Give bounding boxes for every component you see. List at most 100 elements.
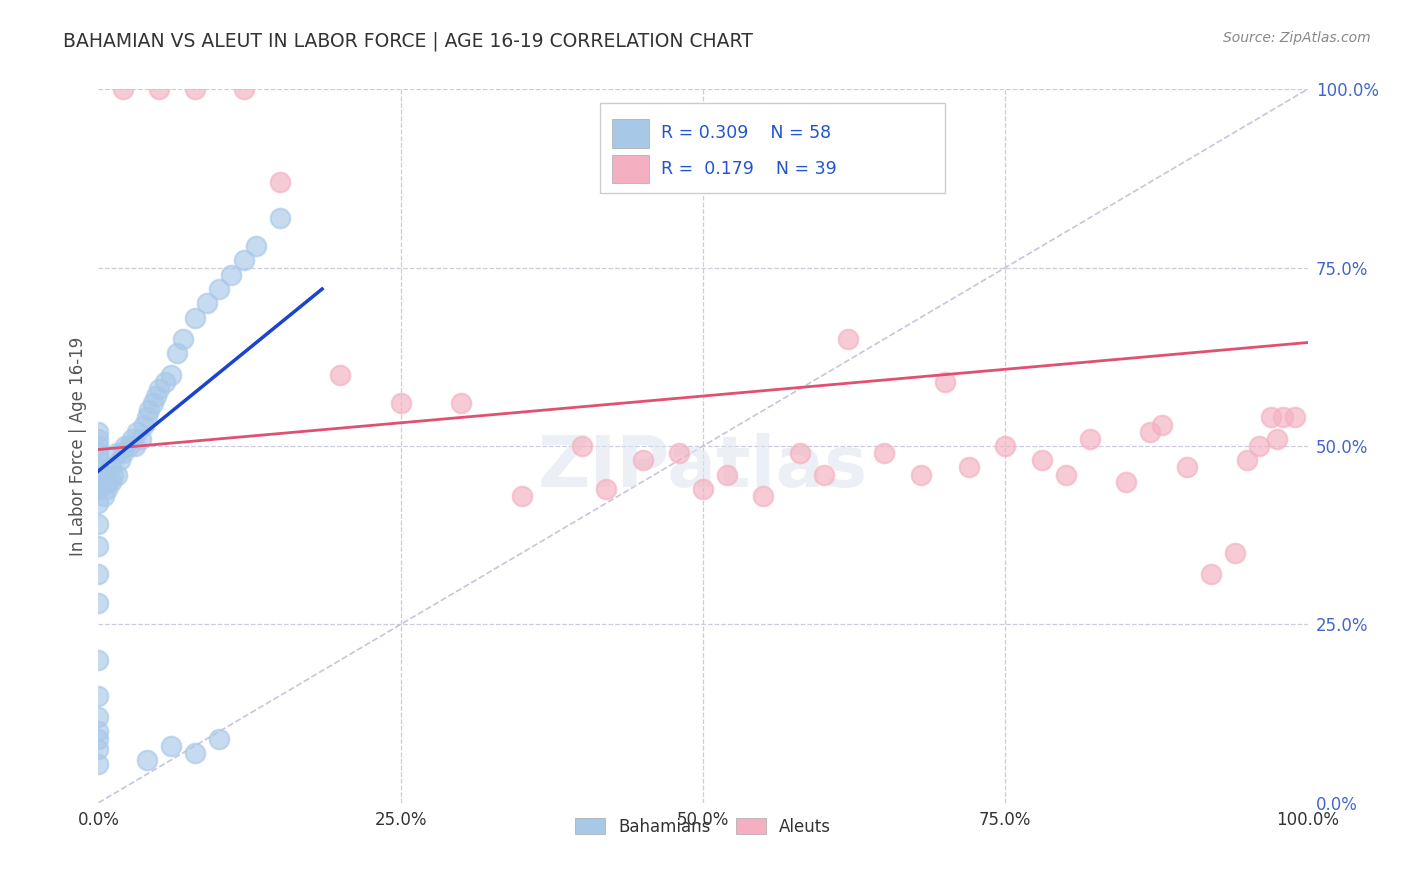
Point <box>1115 475 1137 489</box>
Legend: Bahamians, Aleuts: Bahamians, Aleuts <box>567 810 839 845</box>
Point <box>148 82 170 96</box>
Point <box>813 467 835 482</box>
Point <box>184 746 207 760</box>
Point <box>595 482 617 496</box>
Text: R = 0.309    N = 58: R = 0.309 N = 58 <box>661 124 831 142</box>
Point <box>87 710 110 724</box>
Point <box>510 489 533 503</box>
Point <box>87 439 110 453</box>
Point <box>87 467 110 482</box>
Point <box>121 432 143 446</box>
Point <box>87 742 110 756</box>
Point <box>87 496 110 510</box>
Text: R =  0.179    N = 39: R = 0.179 N = 39 <box>661 160 837 178</box>
Point <box>1078 432 1101 446</box>
Point <box>87 596 110 610</box>
Point <box>118 439 141 453</box>
Point <box>87 425 110 439</box>
Text: Source: ZipAtlas.com: Source: ZipAtlas.com <box>1223 31 1371 45</box>
Point <box>329 368 352 382</box>
Point <box>450 396 472 410</box>
Point <box>232 82 254 96</box>
Point <box>1175 460 1198 475</box>
Point <box>837 332 859 346</box>
Point <box>138 403 160 417</box>
Point <box>873 446 896 460</box>
Point <box>93 467 115 482</box>
Point <box>87 446 110 460</box>
Point <box>716 467 738 482</box>
Point <box>101 467 124 482</box>
Point <box>957 460 980 475</box>
Point <box>245 239 267 253</box>
Point <box>1249 439 1271 453</box>
Point <box>1152 417 1174 432</box>
Point <box>129 432 152 446</box>
Point <box>195 296 218 310</box>
Point <box>269 211 291 225</box>
Point <box>208 282 231 296</box>
Point <box>105 467 128 482</box>
Point <box>752 489 775 503</box>
Point <box>111 82 134 96</box>
Point <box>692 482 714 496</box>
Point <box>1272 410 1295 425</box>
Point <box>269 175 291 189</box>
Point <box>87 724 110 739</box>
Point <box>87 460 110 475</box>
Point <box>134 417 156 432</box>
Text: ZIPatlas: ZIPatlas <box>538 433 868 502</box>
Point <box>108 453 131 467</box>
Point <box>93 489 115 503</box>
Point <box>87 567 110 582</box>
Point <box>153 375 176 389</box>
Point <box>208 731 231 746</box>
Text: BAHAMIAN VS ALEUT IN LABOR FORCE | AGE 16-19 CORRELATION CHART: BAHAMIAN VS ALEUT IN LABOR FORCE | AGE 1… <box>63 31 754 51</box>
Point <box>184 82 207 96</box>
Point <box>87 689 110 703</box>
Point <box>105 446 128 460</box>
Point <box>135 410 157 425</box>
Point <box>87 756 110 771</box>
Point <box>172 332 194 346</box>
Point <box>160 739 183 753</box>
Point <box>100 475 122 489</box>
Point <box>87 432 110 446</box>
FancyBboxPatch shape <box>613 119 648 147</box>
Point <box>124 439 146 453</box>
Y-axis label: In Labor Force | Age 16-19: In Labor Force | Age 16-19 <box>69 336 87 556</box>
Point <box>184 310 207 325</box>
Point <box>221 268 243 282</box>
Point <box>910 467 932 482</box>
Point <box>1054 467 1077 482</box>
FancyBboxPatch shape <box>600 103 945 193</box>
Point <box>631 453 654 467</box>
Point <box>148 382 170 396</box>
Point <box>114 439 136 453</box>
Point <box>127 425 149 439</box>
Point <box>1284 410 1306 425</box>
Point <box>135 753 157 767</box>
Point <box>789 446 811 460</box>
Point <box>934 375 956 389</box>
Point <box>87 539 110 553</box>
Point <box>994 439 1017 453</box>
Point <box>1139 425 1161 439</box>
Point <box>87 653 110 667</box>
Point <box>1236 453 1258 467</box>
Point <box>1031 453 1053 467</box>
Point <box>1267 432 1289 446</box>
Point <box>232 253 254 268</box>
FancyBboxPatch shape <box>613 154 648 183</box>
Point <box>145 389 167 403</box>
Point <box>96 482 118 496</box>
Point <box>87 517 110 532</box>
Point <box>87 453 110 467</box>
Point <box>571 439 593 453</box>
Point <box>668 446 690 460</box>
Point <box>389 396 412 410</box>
Point <box>1199 567 1222 582</box>
Point <box>142 396 165 410</box>
Point <box>1223 546 1246 560</box>
Point <box>166 346 188 360</box>
